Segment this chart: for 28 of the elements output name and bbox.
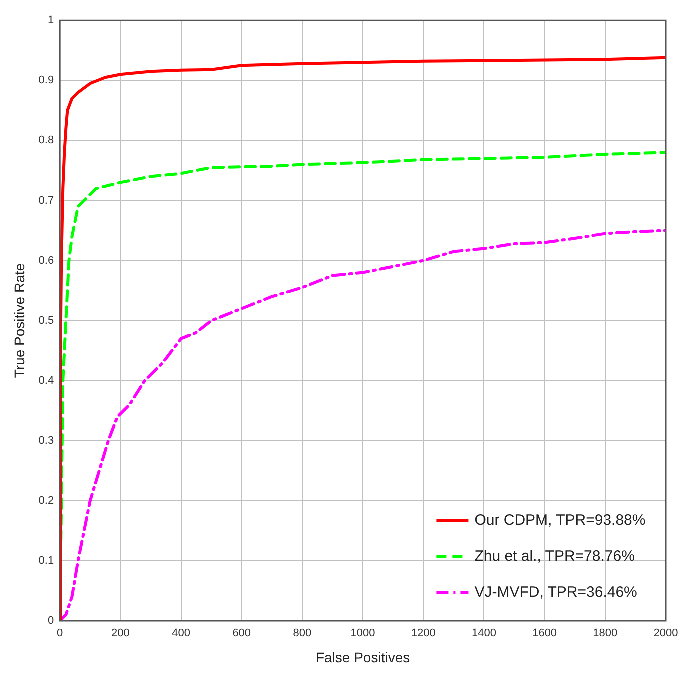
x-tick-label: 800	[293, 628, 312, 640]
line-series	[60, 229, 666, 621]
x-tick-label: 1600	[532, 628, 558, 640]
y-tick-label: 0.1	[38, 554, 54, 567]
y-tick-label: 0.3	[38, 434, 54, 447]
y-tick-label: 0.5	[38, 314, 54, 327]
x-axis-title: False Positives	[316, 649, 410, 666]
legend-label: Our CDPM, TPR=93.88%	[474, 512, 646, 530]
x-tick-label: 400	[172, 628, 190, 640]
x-tick-label: 0	[57, 628, 64, 640]
y-tick-label: 0	[48, 615, 54, 628]
x-tick-label: 200	[112, 628, 130, 640]
y-tick-label: 0.6	[38, 254, 54, 267]
x-tick-label: 600	[232, 628, 252, 640]
y-axis-title: True Positive Rate	[11, 263, 28, 378]
x-tick-label: 2000	[654, 628, 678, 640]
x-tick-label: 1400	[472, 628, 496, 640]
y-tick-label: 0.4	[38, 374, 54, 387]
x-tick-label: 1200	[411, 628, 436, 640]
legend-label: Zhu et al., TPR=78.76%	[474, 548, 635, 566]
y-tick-label: 0.9	[38, 74, 54, 87]
y-tick-label: 0.2	[38, 494, 54, 507]
x-tick-label: 1000	[350, 628, 376, 640]
y-tick-label: 0.8	[38, 134, 54, 147]
x-tick-label: 1800	[593, 628, 618, 640]
y-tick-label: 0.7	[38, 194, 54, 207]
legend-label: VJ-MVFD, TPR=36.46%	[474, 584, 638, 602]
y-tick-label: 1	[48, 14, 54, 27]
